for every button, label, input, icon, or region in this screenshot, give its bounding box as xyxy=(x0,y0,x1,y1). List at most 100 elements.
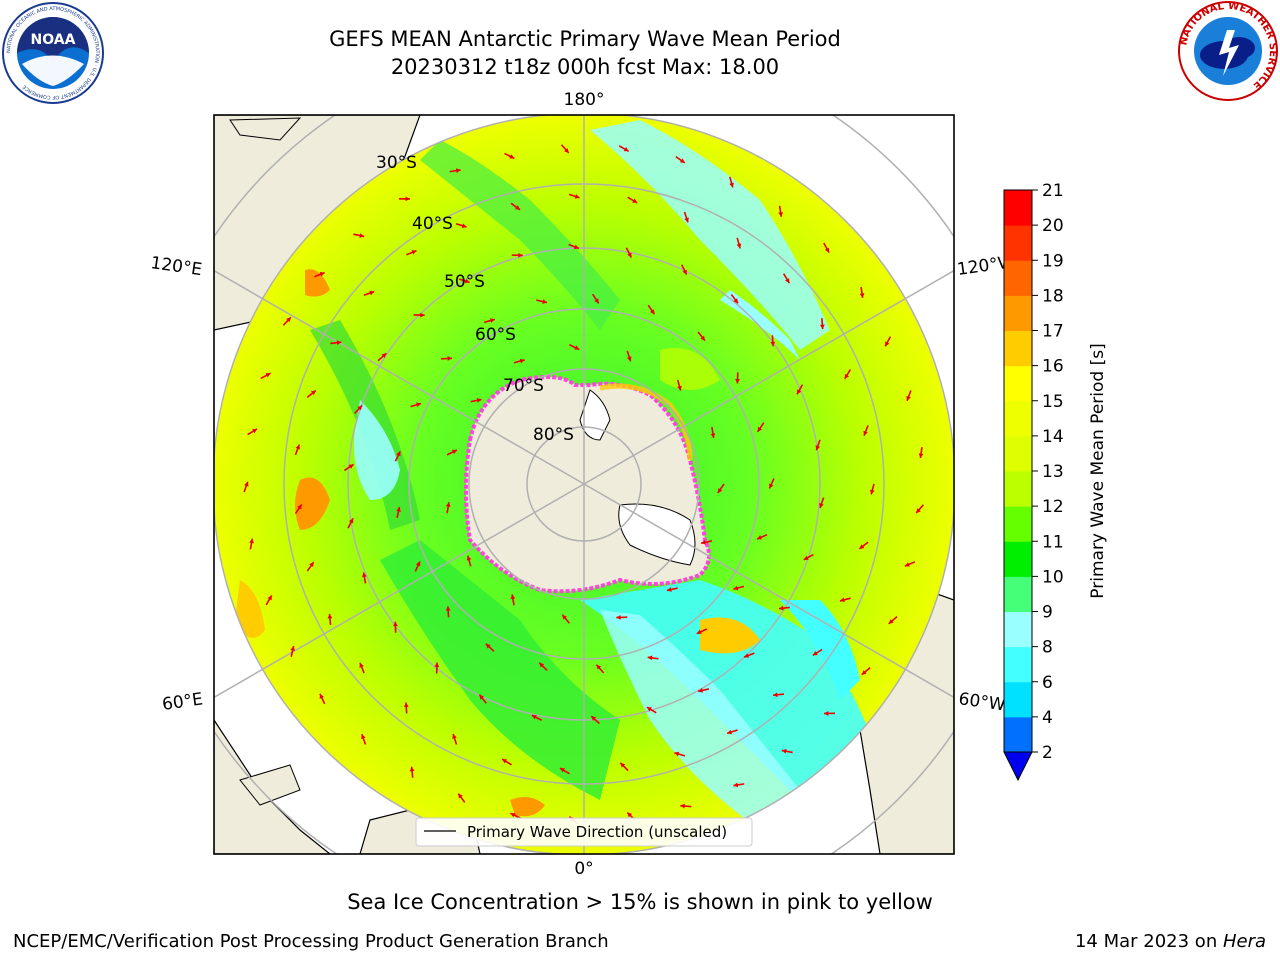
wave-direction-arrowhead xyxy=(596,664,602,670)
colorbar-tick-label: 10 xyxy=(1042,567,1064,587)
wave-direction-arrowhead xyxy=(647,655,653,661)
wave-period-patches xyxy=(235,120,880,830)
colorbar-block xyxy=(1004,471,1032,507)
lon-label-60e: 60°E xyxy=(161,689,204,714)
wave-direction-arrowhead xyxy=(815,445,821,451)
wave-direction-arrowhead xyxy=(812,650,818,656)
wave-direction-arrowhead xyxy=(733,782,739,788)
wave-direction-arrowhead xyxy=(680,803,685,809)
colorbar-block xyxy=(1004,260,1032,296)
wave-direction-arrowhead xyxy=(267,595,272,601)
wave-direction-arrowhead xyxy=(888,619,894,624)
antarctica xyxy=(464,374,711,594)
lat-label-60s: 60°S xyxy=(475,325,516,345)
colorbar-block xyxy=(1004,681,1032,718)
wave-direction-arrowhead xyxy=(785,278,790,284)
wave-direction-arrowhead xyxy=(286,317,291,323)
wave-direction-arrowhead xyxy=(510,812,516,818)
wave-direction-arrowhead xyxy=(445,606,451,611)
wave-direction-arrowhead xyxy=(844,373,850,379)
wave-direction-arrowhead xyxy=(861,670,867,675)
wave-direction-arrowhead xyxy=(485,643,491,649)
wave-direction-arrowhead xyxy=(445,502,451,508)
wave-direction-arrowhead xyxy=(348,518,354,524)
wave-direction-arrowhead xyxy=(717,488,723,494)
wave-direction-arrowhead xyxy=(710,433,716,438)
wave-direction-arrowhead xyxy=(646,707,652,712)
wave-direction-arrowhead xyxy=(684,217,689,223)
wave-direction-arrowhead xyxy=(627,252,632,258)
wave-direction-arrowhead xyxy=(574,194,580,199)
wave-direction-arrowhead xyxy=(859,293,865,298)
wave-direction-arrowhead xyxy=(918,453,924,459)
wave-direction-arrowhead xyxy=(696,629,702,634)
wave-direction-arrowhead xyxy=(416,402,422,408)
wave-direction-arrowhead xyxy=(244,481,249,487)
colorbar-tick-label: 19 xyxy=(1042,251,1064,271)
wave-direction-arrowhead xyxy=(682,269,687,275)
wave-direction-arrowhead xyxy=(666,587,672,592)
colorbar-block xyxy=(1004,190,1032,226)
map-legend: Primary Wave Direction (unscaled) xyxy=(415,817,753,847)
wave-direction-arrowhead xyxy=(319,272,325,277)
wave-direction-arrowhead xyxy=(773,692,778,698)
wave-direction-arrowhead xyxy=(733,298,739,304)
wave-direction-arrowhead xyxy=(559,768,565,773)
lat-label-30s: 30°S xyxy=(376,153,417,173)
colorbar-label: Primary Wave Mean Period [s] xyxy=(1088,343,1108,598)
footer-date-text: 14 Mar 2023 on xyxy=(1074,931,1223,952)
wave-direction-arrows xyxy=(243,144,924,825)
wave-direction-arrowhead xyxy=(744,653,750,658)
noaa-logo-text: NOAA xyxy=(31,32,76,48)
colorbar-block xyxy=(1004,400,1032,437)
chart-title: GEFS MEAN Antarctic Primary Wave Mean Pe… xyxy=(329,27,841,51)
chart-subtitle: 20230312 t18z 000h fcst Max: 18.00 xyxy=(390,55,780,79)
wave-direction-arrowhead xyxy=(489,318,495,323)
nws-logo: NATIONAL WEATHER SERVICE xyxy=(1178,1,1278,101)
wave-direction-arrowhead xyxy=(736,243,742,249)
lat-label-50s: 50°S xyxy=(444,272,485,292)
wave-direction-arrowhead xyxy=(623,147,629,152)
wave-direction-arrowhead xyxy=(420,312,425,318)
wave-direction-arrowhead xyxy=(252,428,258,434)
wave-direction-arrowhead xyxy=(455,168,461,174)
wave-direction-arrowhead xyxy=(542,299,548,304)
wave-direction-arrowhead xyxy=(396,451,401,457)
wave-direction-arrowhead xyxy=(327,613,333,619)
wave-direction-arrowhead xyxy=(476,398,482,403)
wave-direction-arrowhead xyxy=(361,572,367,578)
colorbar-block xyxy=(1004,330,1032,367)
wave-direction-arrowhead xyxy=(781,748,787,754)
wave-direction-arrowhead xyxy=(310,390,316,396)
wave-direction-arrowhead xyxy=(359,233,365,238)
colorbar-ticks: 2 4 6 8 9 10 11 12 13 14 15 16 17 18 19 20 21 xyxy=(1032,181,1064,763)
wave-direction-arrowhead xyxy=(515,205,520,210)
wave-direction-arrowhead xyxy=(594,298,599,304)
wave-direction-arrowhead xyxy=(778,605,784,611)
wave-direction-arrowhead xyxy=(574,345,580,350)
lon-label-0: 0° xyxy=(574,859,593,879)
colorbar-tick-label: 8 xyxy=(1042,638,1053,658)
wave-direction-arrowhead xyxy=(769,483,774,489)
colorbar-extend-arrow xyxy=(1003,751,1033,782)
wave-direction-arrowhead xyxy=(479,694,485,700)
colorbar-block xyxy=(1004,646,1032,683)
wave-direction-arrowhead xyxy=(916,508,921,514)
wave-direction-arrowhead xyxy=(265,373,271,378)
colorbar-tick-label: 11 xyxy=(1042,532,1064,552)
colorbar-tick-label: 9 xyxy=(1042,603,1053,623)
wave-direction-arrowhead xyxy=(649,309,655,315)
wave-direction-arrowhead xyxy=(297,504,302,510)
wave-direction-arrowhead xyxy=(249,538,254,544)
colorbar-block xyxy=(1004,506,1032,542)
wave-direction-arrowhead xyxy=(361,734,366,740)
wave-direction-arrowhead xyxy=(531,715,537,720)
colorbar-tick-label: 18 xyxy=(1042,286,1064,306)
wave-direction-arrowhead xyxy=(839,597,845,603)
wave-direction-arrowhead xyxy=(510,594,516,600)
wave-direction-arrowhead xyxy=(770,341,776,347)
wave-direction-arrowhead xyxy=(757,426,763,432)
lon-label-180: 180° xyxy=(564,90,605,110)
wave-direction-arrowhead xyxy=(819,503,824,508)
